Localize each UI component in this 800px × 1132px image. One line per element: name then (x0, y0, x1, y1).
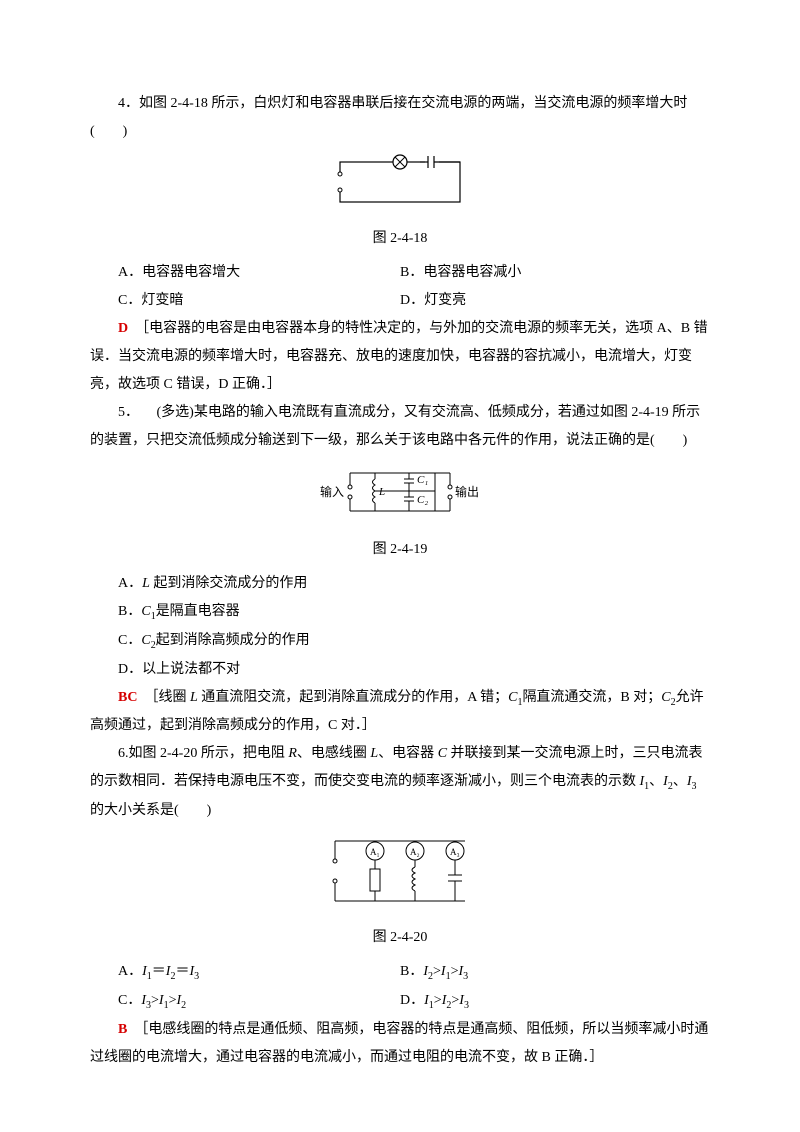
q4-fig-caption: 图 2-4-18 (90, 225, 710, 253)
svg-text:L: L (378, 486, 385, 498)
q6-option-c: C．I3>I1>I2 (90, 987, 400, 1016)
circuit-rlc-parallel: A₁ A₂ A₃ (320, 831, 480, 911)
svg-text:C₂: C₂ (417, 494, 428, 506)
svg-text:C₁: C₁ (417, 474, 428, 486)
circuit-filter: 输入 输出 L C₁ C₂ (315, 461, 485, 523)
q5-answer: BC ［线圈 L 通直流阻交流，起到消除直流成分的作用，A 错；C1隔直流通交流… (90, 684, 710, 741)
svg-text:A₂: A₂ (410, 847, 420, 857)
q6-option-d: D．I1>I2>I3 (400, 987, 710, 1016)
q6-explanation: ［电感线圈的特点是通低频、阻高频，电容器的特点是通高频、阻低频，所以当频率减小时… (90, 1022, 708, 1065)
q4-answer: D ［电容器的电容是由电容器本身的特性决定的，与外加的交流电源的频率无关，选项 … (90, 315, 710, 399)
svg-text:A₃: A₃ (450, 847, 460, 857)
q4-stem: 4．如图 2-4-18 所示，白炽灯和电容器串联后接在交流电源的两端，当交流电源… (90, 90, 710, 146)
q6-option-b: B．I2>I1>I3 (400, 958, 710, 987)
svg-text:A₁: A₁ (370, 847, 380, 857)
q6-figure: A₁ A₂ A₃ (90, 831, 710, 922)
answer-letter: B (118, 1022, 127, 1037)
q6-answer: B ［电感线圈的特点是通低频、阻高频，电容器的特点是通高频、阻低频，所以当频率减… (90, 1016, 710, 1072)
q6-option-a: A．I1＝I2＝I3 (90, 958, 400, 987)
q6-fig-caption: 图 2-4-20 (90, 924, 710, 952)
q5-fig-caption: 图 2-4-19 (90, 536, 710, 564)
q4-explanation: ［电容器的电容是由电容器本身的特性决定的，与外加的交流电源的频率无关，选项 A、… (90, 321, 708, 392)
svg-text:输入: 输入 (320, 484, 344, 499)
q4-option-c: C．灯变暗 (90, 287, 400, 315)
circuit-lamp-capacitor (330, 152, 470, 212)
q4-figure (90, 152, 710, 223)
q5-figure: 输入 输出 L C₁ C₂ (90, 461, 710, 534)
svg-text:输出: 输出 (455, 484, 479, 499)
q6-stem: 6.如图 2-4-20 所示，把电阻 R、电感线圈 L、电容器 C 并联接到某一… (90, 740, 710, 825)
q5-stem: 5． (多选)某电路的输入电流既有直流成分，又有交流高、低频成分，若通过如图 2… (90, 399, 710, 455)
q5-option-d: D．以上说法都不对 (90, 656, 710, 684)
q5-option-b: B．C1是隔直电容器 (90, 598, 710, 627)
q4-option-b: B．电容器电容减小 (400, 259, 710, 287)
answer-letter: D (118, 321, 128, 336)
q5-option-c: C．C2起到消除高频成分的作用 (90, 627, 710, 656)
q5-option-a: A．L 起到消除交流成分的作用 (90, 570, 710, 598)
q4-option-d: D．灯变亮 (400, 287, 710, 315)
q4-option-a: A．电容器电容增大 (90, 259, 400, 287)
answer-letter: BC (118, 690, 137, 705)
